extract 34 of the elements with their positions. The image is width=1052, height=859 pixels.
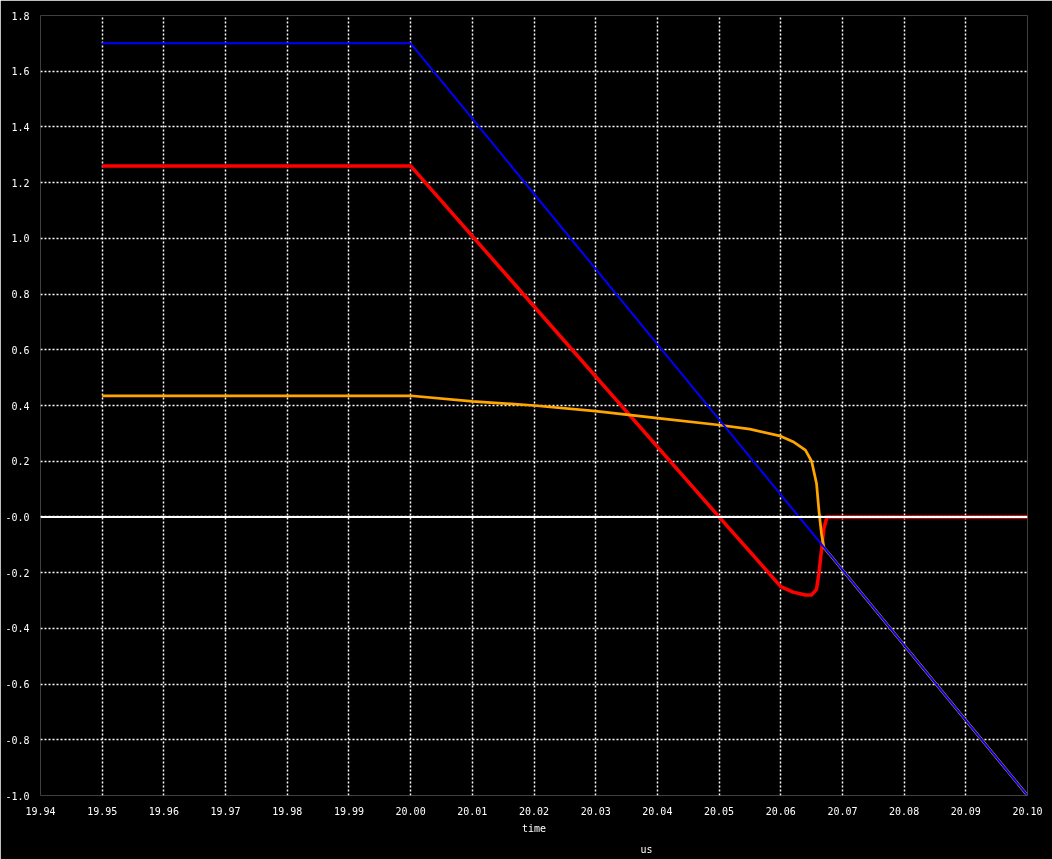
y-tick-label: -0.6 (5, 679, 30, 691)
x-tick-label: 20.00 (395, 805, 426, 817)
x-tick-label: 19.96 (148, 805, 179, 817)
x-tick-label: 20.04 (642, 805, 673, 817)
y-tick-label: -0.2 (5, 567, 30, 579)
y-tick-label: 1.6 (11, 66, 30, 78)
x-tick-label: 20.09 (950, 805, 981, 817)
x-tick-label: 19.95 (87, 805, 118, 817)
y-tick-label: 1.4 (11, 121, 30, 133)
x-axis-title: time (521, 822, 547, 834)
x-tick-label: 20.07 (827, 805, 858, 817)
y-tick-label: 0.8 (11, 289, 30, 301)
x-tick-label: 20.08 (889, 805, 920, 817)
y-tick-label: -0.8 (5, 734, 30, 746)
x-tick-label: 19.99 (333, 805, 364, 817)
y-tick-label: 0.6 (11, 344, 30, 356)
x-tick-label: 19.94 (25, 805, 56, 817)
x-tick-label: 20.03 (580, 805, 611, 817)
y-tick-label: -0.4 (5, 623, 30, 635)
y-tick-label: 0.2 (11, 456, 30, 468)
y-tick-label: -0.0 (5, 511, 30, 523)
x-tick-label: 20.01 (457, 805, 488, 817)
x-tick-label: 20.05 (704, 805, 735, 817)
x-tick-label: 19.97 (210, 805, 241, 817)
y-tick-label: -1.0 (5, 790, 30, 802)
x-tick-label: 19.98 (272, 805, 303, 817)
y-tick-label: 1.2 (11, 177, 30, 189)
x-tick-label: 20.10 (1012, 805, 1043, 817)
y-tick-label: 1.0 (11, 233, 30, 245)
y-tick-label: 0.4 (11, 400, 30, 412)
y-tick-label: 1.8 (11, 10, 30, 22)
x-tick-label: 20.06 (765, 805, 796, 817)
text: us (640, 843, 653, 855)
x-tick-label: 20.02 (518, 805, 550, 817)
